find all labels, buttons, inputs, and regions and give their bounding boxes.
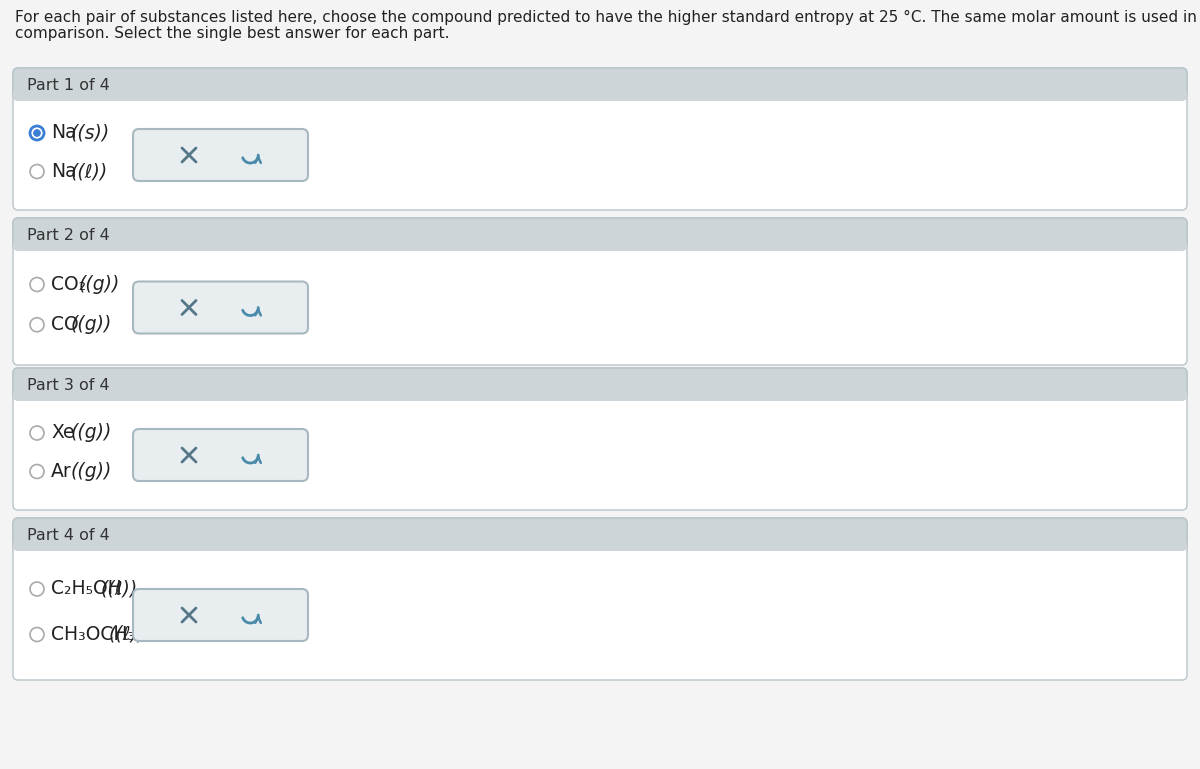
Text: ((g)): ((g)): [71, 462, 113, 481]
Text: comparison. Select the single best answer for each part.: comparison. Select the single best answe…: [14, 26, 450, 41]
Text: Part 1 of 4: Part 1 of 4: [28, 78, 110, 93]
FancyBboxPatch shape: [13, 68, 1187, 100]
Text: Na: Na: [50, 162, 77, 181]
Text: CO: CO: [50, 315, 79, 335]
Circle shape: [30, 165, 44, 178]
Circle shape: [30, 318, 44, 331]
FancyBboxPatch shape: [13, 218, 1187, 250]
Text: ((g)): ((g)): [71, 315, 113, 335]
Circle shape: [30, 582, 44, 596]
Text: ((ℓ)): ((ℓ)): [108, 625, 145, 644]
Text: Part 3 of 4: Part 3 of 4: [28, 378, 109, 393]
FancyBboxPatch shape: [13, 518, 1187, 550]
Text: Ar: Ar: [50, 462, 72, 481]
Circle shape: [34, 130, 40, 136]
Bar: [13, 242, 1187, 250]
Text: ((ℓ)): ((ℓ)): [71, 162, 108, 181]
FancyBboxPatch shape: [13, 218, 1187, 365]
FancyBboxPatch shape: [13, 368, 1187, 510]
Text: Part 4 of 4: Part 4 of 4: [28, 528, 109, 543]
FancyBboxPatch shape: [13, 68, 1187, 210]
Text: ((g)): ((g)): [71, 424, 113, 442]
FancyBboxPatch shape: [13, 368, 1187, 400]
Circle shape: [30, 278, 44, 291]
FancyBboxPatch shape: [133, 129, 308, 181]
Circle shape: [30, 126, 44, 140]
Circle shape: [30, 464, 44, 478]
Bar: [13, 542, 1187, 550]
Text: C₂H₅OH: C₂H₅OH: [50, 580, 121, 598]
FancyBboxPatch shape: [133, 589, 308, 641]
Text: Xe: Xe: [50, 424, 74, 442]
Text: CO₂: CO₂: [50, 275, 86, 294]
Circle shape: [30, 628, 44, 641]
Bar: [13, 92, 1187, 100]
Bar: [13, 392, 1187, 400]
Text: Na: Na: [50, 124, 77, 142]
Text: ((g)): ((g)): [78, 275, 120, 294]
Circle shape: [30, 426, 44, 440]
Text: CH₃OCH₃: CH₃OCH₃: [50, 625, 136, 644]
Text: Part 2 of 4: Part 2 of 4: [28, 228, 109, 243]
Text: ((ℓ)): ((ℓ)): [101, 580, 138, 598]
Text: ((s)): ((s)): [71, 124, 110, 142]
FancyBboxPatch shape: [133, 429, 308, 481]
FancyBboxPatch shape: [133, 281, 308, 334]
FancyBboxPatch shape: [13, 518, 1187, 680]
Text: For each pair of substances listed here, choose the compound predicted to have t: For each pair of substances listed here,…: [14, 10, 1200, 25]
